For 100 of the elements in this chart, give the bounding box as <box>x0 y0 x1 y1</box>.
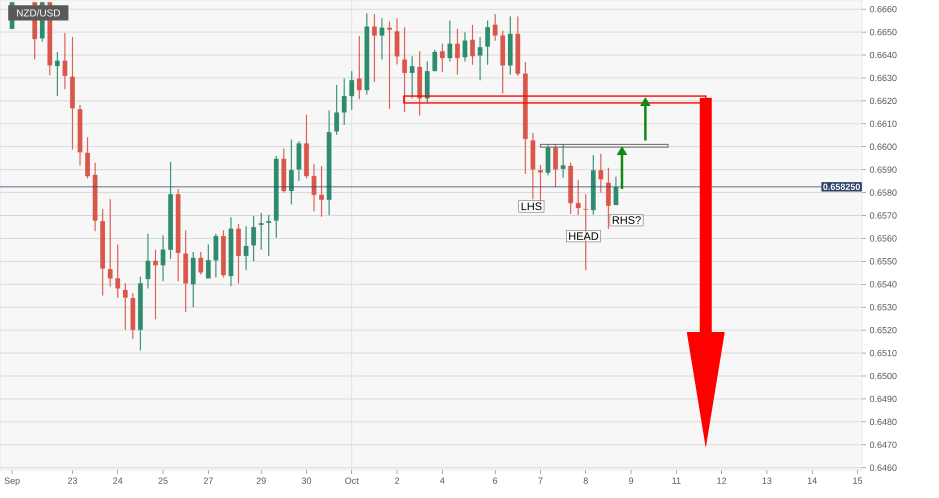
candlestick <box>530 132 536 200</box>
candlestick <box>258 212 264 250</box>
candlestick <box>432 50 438 72</box>
y-tick-label: 0.6570 <box>870 212 897 219</box>
y-tick-label: 0.6480 <box>870 418 897 426</box>
x-tick-label: Oct <box>345 478 359 484</box>
y-tick-label: 0.6640 <box>870 52 897 58</box>
y-tick-label: 0.6460 <box>870 464 897 471</box>
x-tick-label: 11 <box>672 478 681 484</box>
x-tick-label: 25 <box>158 478 168 484</box>
annotation: HEAD <box>569 232 598 240</box>
x-tick-label: 27 <box>204 478 213 484</box>
candlestick <box>168 162 173 259</box>
candlestick <box>349 71 354 110</box>
candlestick <box>190 252 196 308</box>
y-tick-label: 0.6580 <box>870 189 897 196</box>
candlestick <box>522 62 528 174</box>
x-tick-label: 24 <box>113 478 122 484</box>
y-tick-label: 0.6560 <box>870 235 897 242</box>
text: NZD/USD <box>16 9 60 16</box>
candlestick <box>356 36 362 100</box>
x-tick-label: 2 <box>395 478 400 484</box>
candlestick <box>546 145 550 176</box>
x-tick-label: 6 <box>493 478 498 484</box>
candlestick <box>326 110 332 216</box>
candlestick <box>281 148 286 193</box>
candlestick <box>372 14 377 82</box>
candlestick <box>138 276 143 350</box>
y-tick-label: 0.6630 <box>870 74 897 82</box>
x-tick-label: 13 <box>762 478 772 484</box>
candlestick <box>508 16 513 75</box>
y-tick-label: 0.6510 <box>870 350 897 356</box>
candlestick <box>334 84 340 135</box>
ref-line-label: 0.658250 <box>823 184 860 190</box>
y-tick-label: 0.6610 <box>870 120 897 127</box>
candlestick <box>122 283 128 330</box>
candlestick <box>387 22 392 109</box>
candlestick <box>304 114 309 178</box>
candlestick <box>176 189 180 282</box>
x-tick-label: 7 <box>538 478 542 484</box>
candlestick <box>92 162 98 232</box>
candlestick <box>115 244 120 298</box>
candlestick <box>448 20 452 62</box>
candlestick <box>553 144 558 187</box>
annotation: LHS <box>522 202 542 210</box>
candlestick <box>470 24 475 65</box>
y-tick-label: 0.6650 <box>870 28 897 36</box>
candlestick <box>228 217 234 286</box>
candlestick <box>568 162 574 214</box>
candlestick <box>214 234 218 278</box>
x-tick-label: 29 <box>256 478 266 484</box>
candlestick <box>78 104 82 166</box>
candlestick <box>85 137 90 178</box>
candlestick <box>417 51 422 116</box>
annotation: RHS? <box>612 216 641 224</box>
y-tick-label: 0.6590 <box>870 166 897 173</box>
y-tick-label: 0.6490 <box>870 396 897 402</box>
candlestick <box>236 224 241 284</box>
candlestick <box>485 20 490 65</box>
x-tick-label: 14 <box>808 478 817 484</box>
y-tick-label: 0.6620 <box>870 98 897 104</box>
candlestick <box>153 250 158 320</box>
candlestick <box>424 61 430 102</box>
candlestick <box>289 140 294 204</box>
candlestick <box>455 28 460 75</box>
candlestick <box>312 164 316 212</box>
x-tick-label: 12 <box>717 478 726 484</box>
x-tick-label: 4 <box>440 478 445 484</box>
candlestick <box>198 252 204 275</box>
x-tick-label: 15 <box>853 478 862 484</box>
candlestick <box>146 234 150 289</box>
candlestick <box>342 78 347 125</box>
y-tick-label: 0.6520 <box>870 326 897 334</box>
x-tick-label: Sep <box>4 478 20 486</box>
candlestick <box>440 44 445 72</box>
candlestick <box>598 154 604 193</box>
candlestick <box>55 52 60 96</box>
candlestick <box>402 27 407 112</box>
y-tick-label: 0.6500 <box>870 372 897 380</box>
candlestick <box>100 208 106 296</box>
y-tick-label: 0.6530 <box>870 304 897 310</box>
candlestick <box>364 13 370 95</box>
candlestick <box>206 244 211 278</box>
candlestick <box>380 18 384 60</box>
candlestick <box>183 230 188 312</box>
candlestick <box>108 199 113 287</box>
candlestick <box>614 176 618 206</box>
y-tick-label: 0.6550 <box>870 258 897 265</box>
candlestick <box>560 144 566 178</box>
candlestick <box>266 214 272 256</box>
candlestick <box>274 156 279 238</box>
candlestick <box>462 32 468 62</box>
candlestick <box>244 226 248 270</box>
candlestick <box>478 37 482 80</box>
y-tick-label: 0.6660 <box>870 6 897 12</box>
candlestick <box>576 180 581 216</box>
candlestick <box>492 14 498 41</box>
candlestick <box>500 30 506 94</box>
x-tick-label: 8 <box>584 478 588 484</box>
candlestick <box>319 166 324 217</box>
